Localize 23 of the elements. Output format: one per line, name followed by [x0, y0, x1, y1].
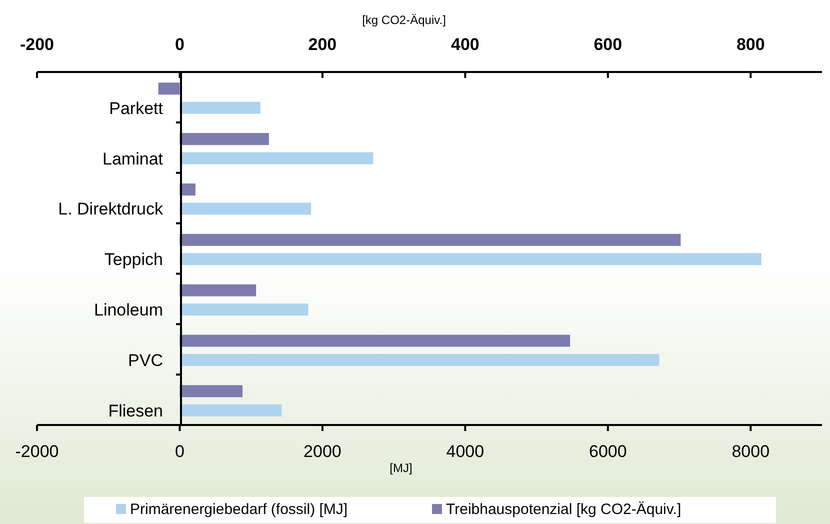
y-tick-label: L. Direktdruck	[58, 200, 164, 219]
legend-label: Treibhauspotenzial [kg CO2-Äquiv.]	[446, 501, 682, 518]
x-tick-label: 0	[174, 442, 184, 461]
y-tick-label: Teppich	[104, 250, 163, 270]
x-tick-label: 2000	[304, 442, 342, 461]
x2-tick-label: 200	[308, 35, 337, 54]
x2-axis-title: [kg CO2-Äquiv.]	[362, 13, 446, 27]
x2-tick-label: 600	[594, 35, 622, 54]
x-tick-label: 8000	[732, 442, 770, 461]
y-tick-label: Fliesen	[108, 401, 163, 420]
legend-label: Primärenergiebedarf (fossil) [MJ]	[130, 501, 348, 518]
x-tick-label: 4000	[446, 442, 484, 461]
x2-tick-label: -200	[20, 35, 54, 54]
x2-tick-label: 0	[174, 35, 184, 54]
y-tick-label: Linoleum	[94, 300, 163, 320]
x2-tick-label: 400	[450, 35, 480, 54]
x-tick-label: 6000	[588, 442, 627, 461]
x-axis-title: [MJ]	[390, 461, 412, 475]
y-tick-label: PVC	[128, 350, 163, 370]
x2-tick-label: 800	[736, 35, 765, 54]
y-tick-label: Parkett	[109, 98, 164, 118]
y-tick-label: Laminat	[102, 149, 164, 168]
x-tick-label: -2000	[15, 442, 59, 461]
